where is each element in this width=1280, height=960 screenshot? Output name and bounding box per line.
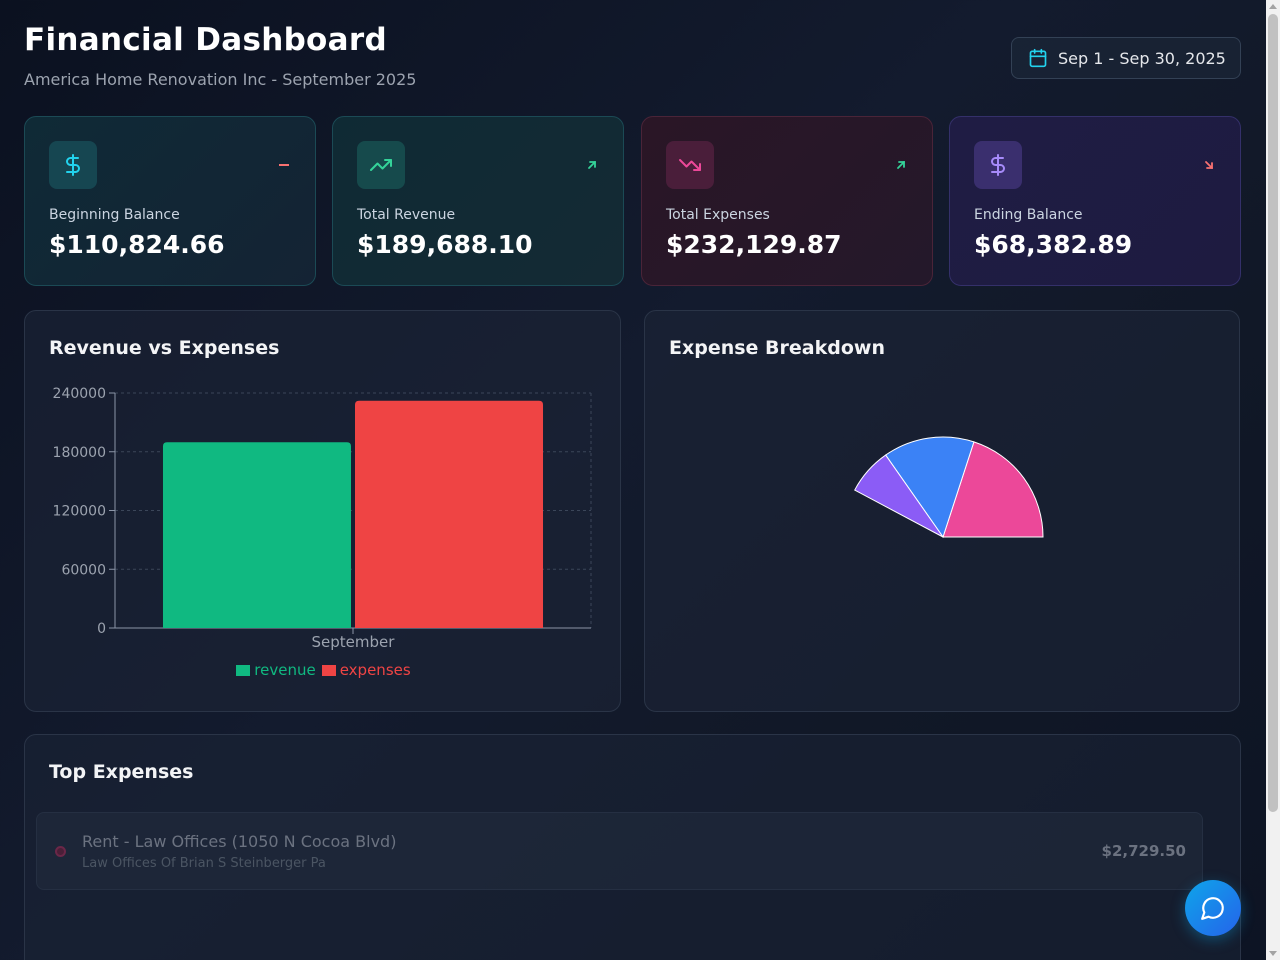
legend-item-revenue[interactable]: revenue <box>236 661 316 679</box>
y-tick-label: 120000 <box>53 504 106 520</box>
neutral-dash-icon <box>277 157 291 176</box>
trending-down-icon <box>666 141 714 189</box>
legend-label: revenue <box>254 661 316 679</box>
revenue-expenses-chart: 0 60000 120000 180000 240000 September <box>53 386 592 651</box>
expense-vendor: Law Offices Of Brian S Steinberger Pa <box>82 856 326 871</box>
top-expenses-panel: Top Expenses Rent - Law Offices (1050 N … <box>24 734 1241 960</box>
card-label: Total Expenses <box>666 207 770 223</box>
card-total-revenue: Total Revenue $189,688.10 <box>332 116 624 286</box>
x-tick-label: September <box>312 633 396 651</box>
y-tick-label: 180000 <box>53 445 106 461</box>
panel-title: Top Expenses <box>49 761 194 783</box>
chart-legend: revenue expenses <box>25 661 622 679</box>
scroll-down-icon[interactable] <box>1269 951 1277 956</box>
arrow-down-right-icon <box>1202 157 1216 176</box>
legend-swatch <box>321 664 336 676</box>
arrow-up-right-icon <box>894 157 908 176</box>
bar-expenses[interactable] <box>355 400 544 628</box>
card-label: Total Revenue <box>357 207 456 223</box>
card-total-expenses: Total Expenses $232,129.87 <box>641 116 933 286</box>
expense-breakdown-chart <box>854 436 1044 539</box>
expense-amount: $2,729.50 <box>1101 842 1186 860</box>
page-title: Financial Dashboard <box>24 22 387 58</box>
scroll-up-icon[interactable] <box>1269 4 1277 9</box>
y-tick-label: 0 <box>97 621 106 637</box>
expense-dot-icon <box>55 846 66 857</box>
trending-up-icon <box>357 141 405 189</box>
panel-title: Expense Breakdown <box>669 337 885 359</box>
revenue-vs-expenses-panel: Revenue vs Expenses 0 60000 120000 180000 24… <box>24 310 621 712</box>
y-tick-label: 240000 <box>53 386 106 402</box>
arrow-up-right-icon <box>585 157 599 176</box>
card-value: $232,129.87 <box>666 230 842 259</box>
panel-title: Revenue vs Expenses <box>49 337 280 359</box>
dollar-icon <box>49 141 97 189</box>
scrollbar-thumb[interactable] <box>1268 14 1278 812</box>
expense-name: Rent - Law Offices (1050 N Cocoa Blvd) <box>82 832 397 851</box>
pie-slice[interactable] <box>942 441 1044 538</box>
card-value: $189,688.10 <box>357 230 533 259</box>
card-label: Ending Balance <box>974 207 1083 223</box>
calendar-icon <box>1029 48 1047 68</box>
legend-swatch <box>236 664 251 676</box>
chat-button[interactable] <box>1185 880 1241 936</box>
card-value: $68,382.89 <box>974 230 1133 259</box>
card-value: $110,824.66 <box>49 230 225 259</box>
date-range-label: Sep 1 - Sep 30, 2025 <box>1058 48 1226 68</box>
pie-slice[interactable] <box>854 454 944 538</box>
expense-breakdown-panel: Expense Breakdown <box>644 310 1240 712</box>
list-item[interactable]: Rent - Law Offices (1050 N Cocoa Blvd) L… <box>36 812 1203 890</box>
y-tick-label: 60000 <box>61 562 106 578</box>
card-beginning-balance: Beginning Balance $110,824.66 <box>24 116 316 286</box>
card-ending-balance: Ending Balance $68,382.89 <box>949 116 1241 286</box>
legend-item-expenses[interactable]: expenses <box>321 661 411 679</box>
bar-revenue[interactable] <box>162 442 351 628</box>
page-subtitle: America Home Renovation Inc - September … <box>24 70 417 89</box>
dollar-icon <box>974 141 1022 189</box>
date-range-button[interactable]: Sep 1 - Sep 30, 2025 <box>1011 37 1241 79</box>
card-label: Beginning Balance <box>49 207 180 223</box>
page-scrollbar[interactable] <box>1266 0 1280 960</box>
legend-label: expenses <box>339 661 411 679</box>
chat-bubble-icon <box>1201 897 1224 920</box>
pie-slice[interactable] <box>884 436 975 539</box>
